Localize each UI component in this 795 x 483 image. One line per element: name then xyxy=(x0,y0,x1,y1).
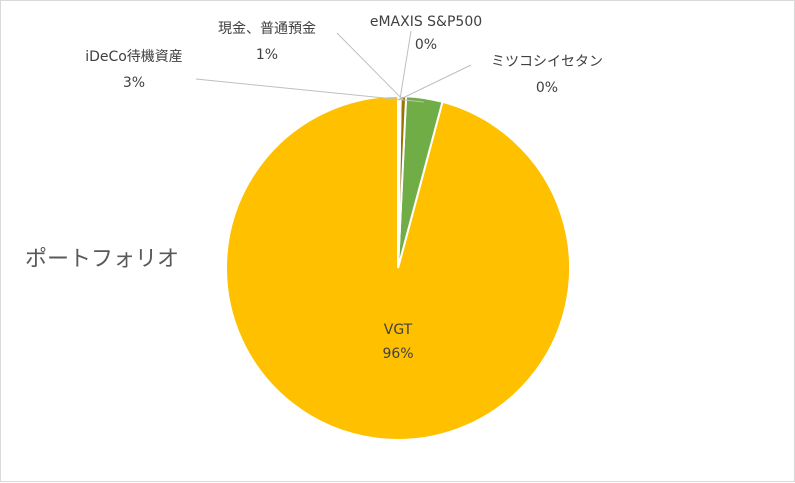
slice-category-label-0: VGT xyxy=(384,322,413,338)
slice-percent-label-3: 0% xyxy=(415,37,437,53)
leader-line-1 xyxy=(195,78,424,103)
slice-percent-label-1: 3% xyxy=(123,75,145,91)
slice-category-label-2: 現金、普通預金 xyxy=(218,21,316,37)
pie-slice-4 xyxy=(397,94,401,269)
leader-line-3 xyxy=(399,30,412,101)
slice-percent-label-0: 96% xyxy=(382,346,413,362)
leader-line-2 xyxy=(336,32,404,101)
leader-line-4 xyxy=(398,64,472,101)
slice-category-label-1: iDeCo待機資産 xyxy=(85,49,183,65)
slice-percent-label-4: 0% xyxy=(536,80,558,96)
slice-category-label-4: ミツコシイセタン xyxy=(491,54,603,70)
slice-percent-label-2: 1% xyxy=(256,47,278,63)
slice-category-label-3: eMAXIS S&P500 xyxy=(370,14,482,30)
chart-title: ポートフォリオ xyxy=(25,247,179,272)
